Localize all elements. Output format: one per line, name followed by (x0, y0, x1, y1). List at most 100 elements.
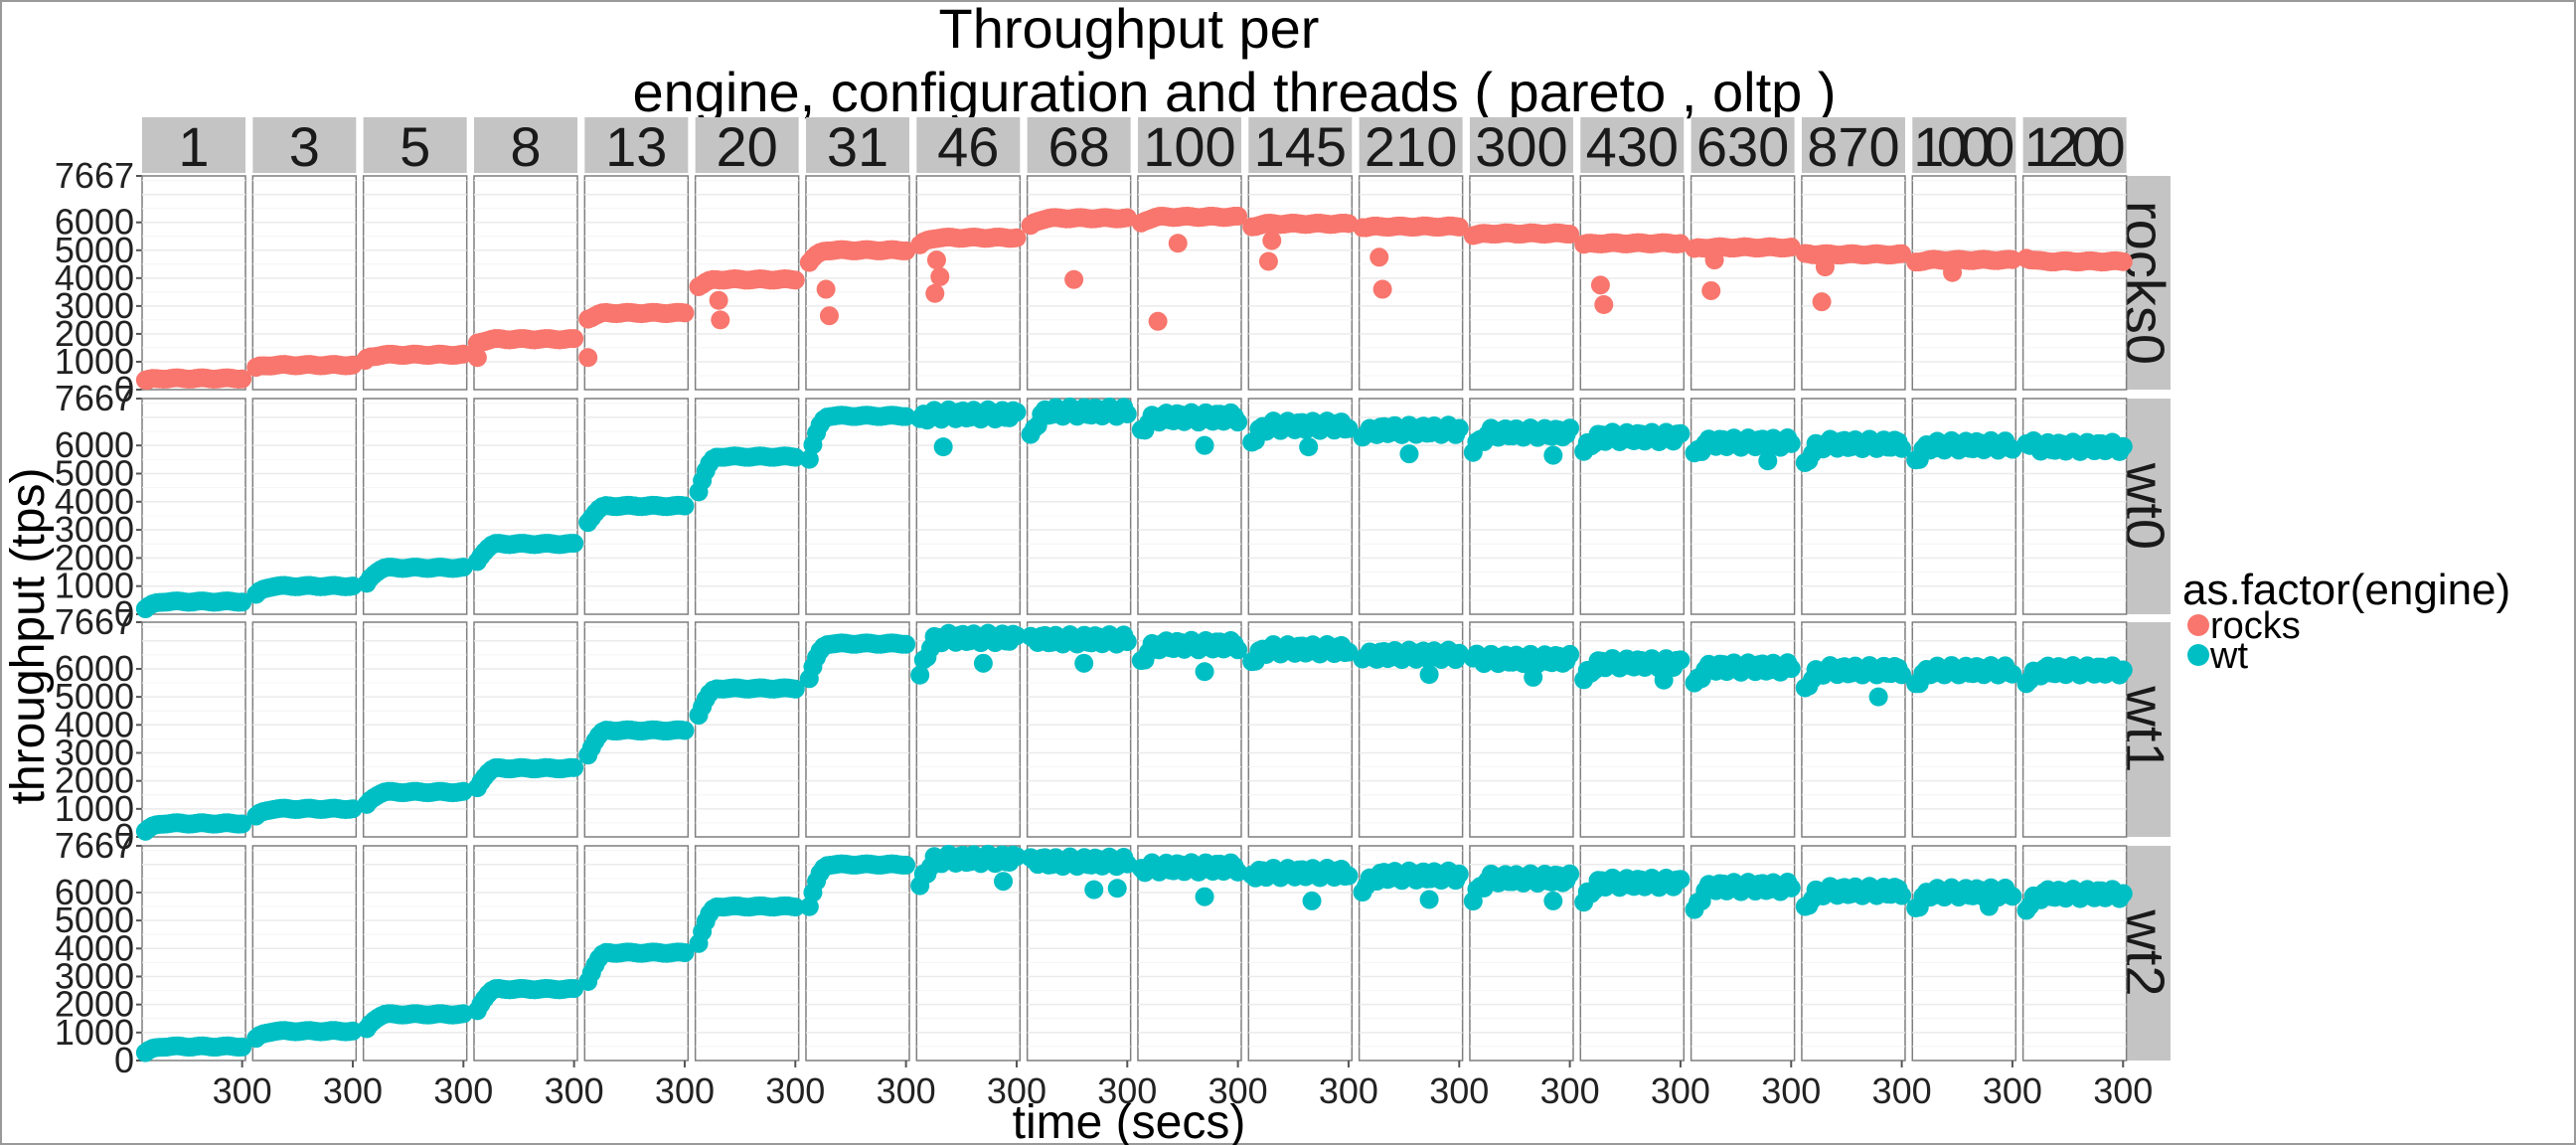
y-axis-title: throughput (tps) (2, 468, 55, 805)
facet-panel (915, 398, 1022, 615)
column-strip-430 (1580, 117, 1685, 173)
x-tick-label: 300 (1429, 1070, 1489, 1111)
y-tick-label: 5000 (55, 230, 134, 270)
column-strip-300 (1469, 117, 1573, 173)
column-strip-1000 (1912, 117, 2016, 173)
facet-panel (473, 175, 578, 391)
data-point-outlier (1369, 247, 1389, 267)
column-strip-label-145: 145 (1254, 115, 1347, 178)
facet-panel (473, 621, 578, 838)
data-point (896, 634, 916, 654)
x-tick-label: 300 (213, 1070, 272, 1111)
x-tick-label: 300 (1097, 1070, 1157, 1111)
data-point (910, 665, 930, 685)
column-strip-label-630: 630 (1696, 115, 1789, 178)
x-axis-title: time (secs) (1013, 1096, 1246, 1145)
data-point-outlier (711, 310, 730, 330)
data-point (1671, 870, 1690, 890)
y-tick-label: 2000 (55, 313, 134, 354)
data-point (799, 449, 819, 469)
data-point (1228, 206, 1248, 226)
data-point-outlier (578, 348, 598, 368)
facet-panel (1801, 175, 1906, 391)
data-point-outlier (1195, 887, 1214, 906)
column-strip-13 (584, 117, 689, 173)
x-tick-label: 300 (433, 1070, 493, 1111)
data-point (1007, 228, 1027, 247)
data-point-outlier (1074, 653, 1094, 673)
column-strip-630 (1690, 117, 1795, 173)
column-strip-label-100: 100 (1143, 115, 1235, 178)
data-point (1560, 864, 1580, 884)
column-strip-label-870: 870 (1807, 115, 1899, 178)
y-tick-label: 5000 (55, 676, 134, 717)
data-point-outlier (933, 437, 953, 457)
chart-title-line-1: Throughput per (939, 0, 1320, 60)
y-tick-label: 7667 (55, 155, 134, 196)
data-point-outlier (819, 306, 839, 326)
legend-label-wt: wt (2209, 635, 2248, 677)
data-point (343, 1021, 363, 1041)
y-tick-label: 5000 (55, 452, 134, 493)
column-strip-label-210: 210 (1365, 115, 1457, 178)
data-point (564, 979, 584, 999)
data-point (2113, 660, 2133, 680)
data-point (1560, 418, 1580, 438)
data-point (1339, 866, 1359, 886)
data-point-outlier (1302, 891, 1322, 910)
facet-panel (694, 398, 800, 615)
y-tick-label: 6000 (55, 872, 134, 912)
data-point (1339, 642, 1359, 662)
y-tick-label: 4000 (55, 927, 134, 968)
data-point-outlier (1299, 437, 1319, 457)
data-point (896, 855, 916, 875)
column-strip-label-1200: 1200 (2024, 115, 2126, 178)
data-point-outlier (1419, 665, 1439, 685)
data-point-outlier (1543, 891, 1563, 910)
column-strip-label-430: 430 (1586, 115, 1679, 178)
facet-panel (141, 621, 246, 838)
data-point-outlier (926, 250, 946, 270)
column-strip-label-1000: 1000 (1913, 115, 2014, 178)
column-strip-5 (363, 117, 467, 173)
data-point (675, 943, 695, 963)
data-point (343, 576, 363, 596)
data-point (1339, 418, 1359, 438)
x-tick-label: 300 (655, 1070, 715, 1111)
y-tick-label: 2000 (55, 537, 134, 577)
x-tick-label: 300 (1651, 1070, 1710, 1111)
data-point-outlier (1704, 250, 1724, 270)
data-point-outlier (1815, 257, 1835, 277)
data-point (2003, 664, 2022, 684)
facet-panel (1026, 398, 1132, 615)
facet-panel (583, 175, 690, 391)
column-strip-210 (1359, 117, 1463, 173)
column-strip-870 (1801, 117, 1905, 173)
column-strip-label-5: 5 (400, 115, 430, 178)
y-tick-label: 3000 (55, 732, 134, 772)
column-strip-100 (1137, 117, 1241, 173)
x-tick-label: 300 (1983, 1070, 2042, 1111)
data-point-outlier (137, 371, 157, 391)
data-point (1892, 665, 1912, 685)
x-tick-label: 300 (1872, 1070, 1932, 1111)
y-tick-label: 6000 (55, 202, 134, 243)
y-tick-label: 1000 (55, 341, 134, 382)
data-point (1781, 659, 1801, 679)
data-point-outlier (1701, 280, 1721, 300)
data-point-outlier (1943, 262, 1963, 282)
data-point (2003, 887, 2022, 906)
data-point (1007, 847, 1027, 867)
facet-panel (694, 845, 800, 1062)
facet-panel (141, 398, 246, 615)
y-tick-label: 2000 (55, 984, 134, 1025)
data-point (785, 679, 805, 699)
y-tick-label: 3000 (55, 509, 134, 550)
data-point-outlier (1195, 662, 1214, 682)
y-tick-label: 1000 (55, 788, 134, 829)
data-point-outlier (1107, 879, 1127, 899)
data-point (1781, 878, 1801, 898)
data-point-outlier (1064, 269, 1084, 289)
data-point (233, 1037, 252, 1057)
